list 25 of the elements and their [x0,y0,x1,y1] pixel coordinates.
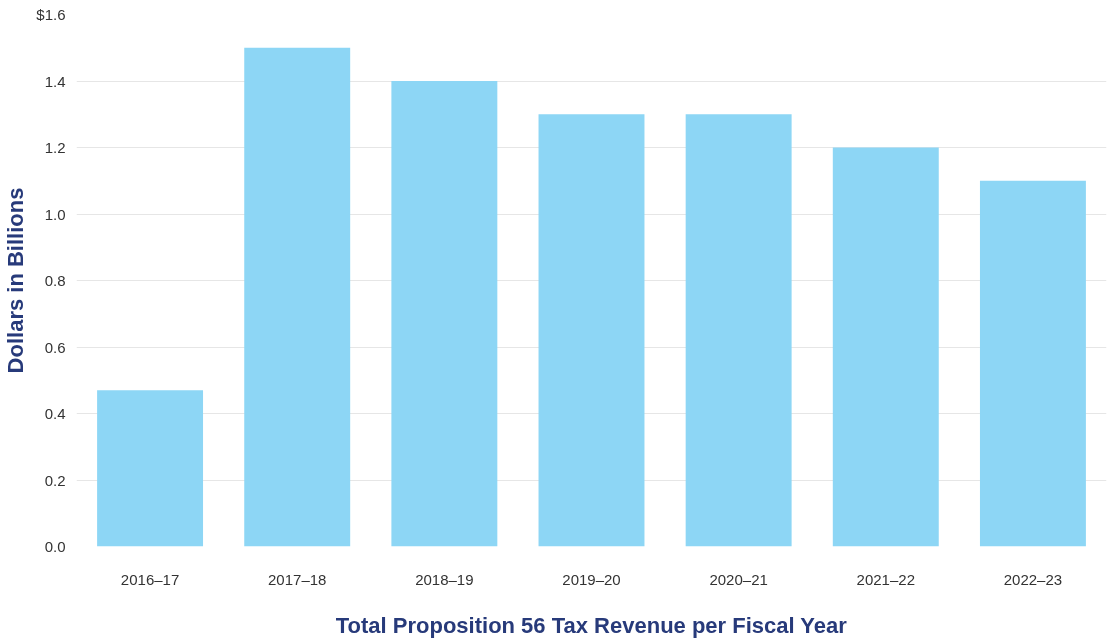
x-tick-label: 2017–18 [268,570,327,588]
y-tick-label: 0.6 [44,338,66,356]
y-tick-label: 1.4 [44,72,66,90]
x-tick-label: 2020–21 [709,570,768,588]
bar [832,147,939,547]
y-tick-label: 0.4 [44,405,66,422]
x-tick-label: 2016–17 [120,570,180,588]
y-tick-label: $1.6 [36,6,66,23]
bar [538,114,645,547]
bar [97,390,204,547]
y-tick-label: 1.0 [44,205,66,223]
bar [979,180,1086,547]
bar [685,114,792,547]
y-tick-label: 0.2 [44,471,66,489]
y-tick-label: 1.2 [44,139,66,156]
bar [244,47,351,547]
bar [391,81,498,547]
y-tick-label: 0.8 [44,272,66,289]
y-axis-title: Dollars in Billions [3,187,29,374]
x-tick-label: 2018–19 [415,570,474,588]
x-axis-title: Total Proposition 56 Tax Revenue per Fiscal Year [335,612,848,638]
x-tick-label: 2022–23 [1003,570,1063,588]
x-tick-label: 2019–20 [562,570,621,588]
x-tick-label: 2021–22 [856,570,915,588]
y-tick-label: 0.0 [44,538,66,555]
